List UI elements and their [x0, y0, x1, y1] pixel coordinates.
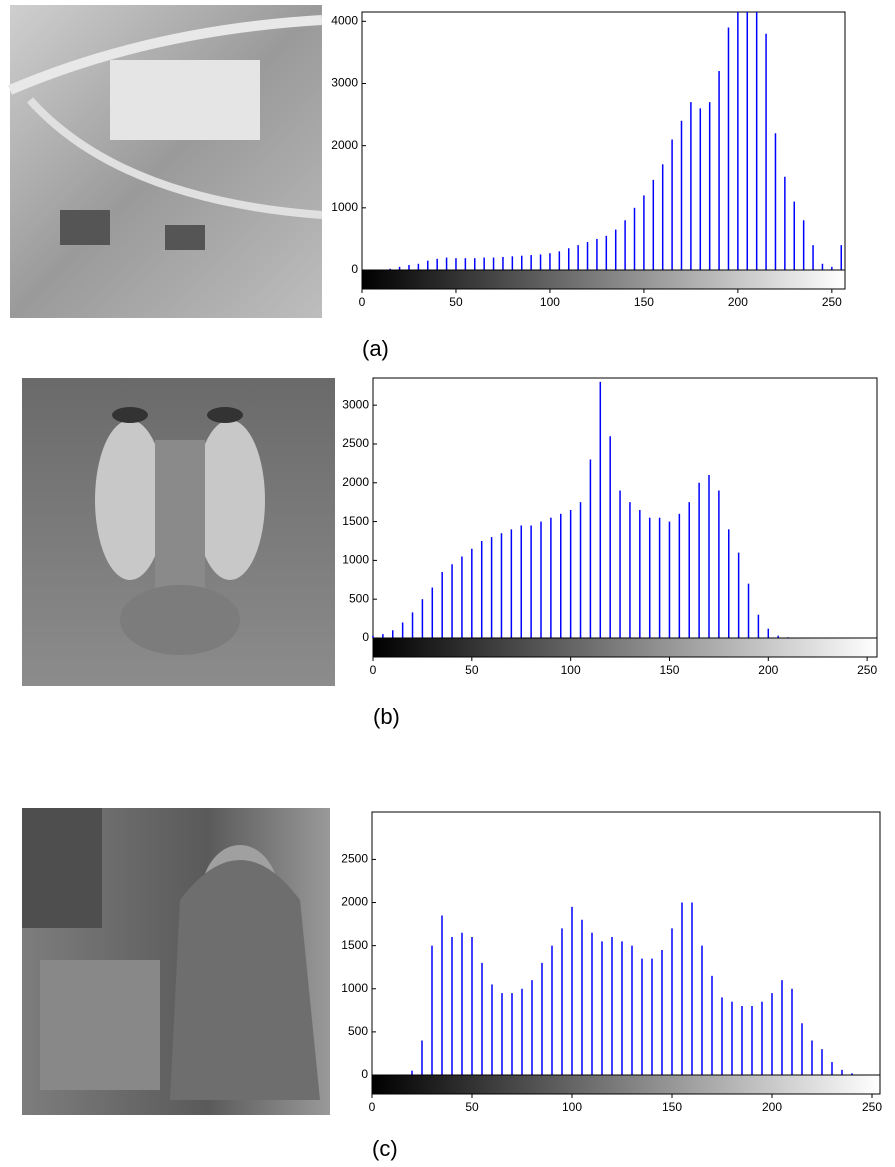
x-tick-label: 250	[822, 295, 842, 309]
x-tick-label: 150	[634, 295, 654, 309]
y-tick-label: 500	[349, 591, 369, 605]
x-tick-label: 150	[662, 1100, 682, 1114]
y-tick-label: 0	[351, 262, 358, 276]
x-tick-label: 100	[561, 663, 581, 677]
x-tick-label: 100	[562, 1100, 582, 1114]
y-tick-label: 3000	[331, 76, 358, 90]
x-tick-label: 50	[465, 1100, 479, 1114]
caption: (a)	[362, 336, 389, 361]
x-tick-label: 0	[370, 663, 377, 677]
gray-colorbar	[371, 1074, 881, 1095]
photo-aerial	[8, 5, 323, 318]
y-tick-label: 2000	[341, 895, 368, 909]
x-tick-label: 50	[465, 663, 479, 677]
caption: (c)	[372, 1136, 398, 1161]
x-tick-label: 250	[862, 1100, 882, 1114]
gray-colorbar	[361, 269, 846, 290]
y-tick-label: 500	[348, 1024, 368, 1038]
x-tick-label: 200	[728, 295, 748, 309]
plot-frame	[361, 11, 846, 271]
y-tick-label: 4000	[331, 13, 358, 27]
x-tick-label: 200	[762, 1100, 782, 1114]
y-tick-label: 2000	[331, 138, 358, 152]
y-tick-label: 1500	[341, 938, 368, 952]
photo-baboon	[22, 378, 335, 686]
y-tick-label: 1000	[341, 981, 368, 995]
y-tick-label: 1000	[331, 200, 358, 214]
x-tick-label: 50	[449, 295, 463, 309]
plot-frame	[371, 811, 881, 1076]
y-tick-label: 0	[361, 1067, 368, 1081]
x-tick-label: 150	[659, 663, 679, 677]
y-tick-label: 1000	[342, 553, 369, 567]
y-tick-label: 2500	[341, 852, 368, 866]
x-tick-label: 100	[540, 295, 560, 309]
y-tick-label: 3000	[342, 397, 369, 411]
x-tick-label: 0	[359, 295, 366, 309]
photo-barbara	[22, 808, 330, 1115]
x-tick-label: 200	[758, 663, 778, 677]
x-tick-label: 0	[369, 1100, 376, 1114]
y-tick-label: 1500	[342, 514, 369, 528]
y-tick-label: 2000	[342, 475, 369, 489]
x-tick-label: 250	[857, 663, 877, 677]
y-tick-label: 0	[362, 630, 369, 644]
caption: (b)	[373, 704, 400, 729]
y-tick-label: 2500	[342, 436, 369, 450]
plot-frame	[372, 377, 878, 639]
gray-colorbar	[372, 637, 878, 658]
